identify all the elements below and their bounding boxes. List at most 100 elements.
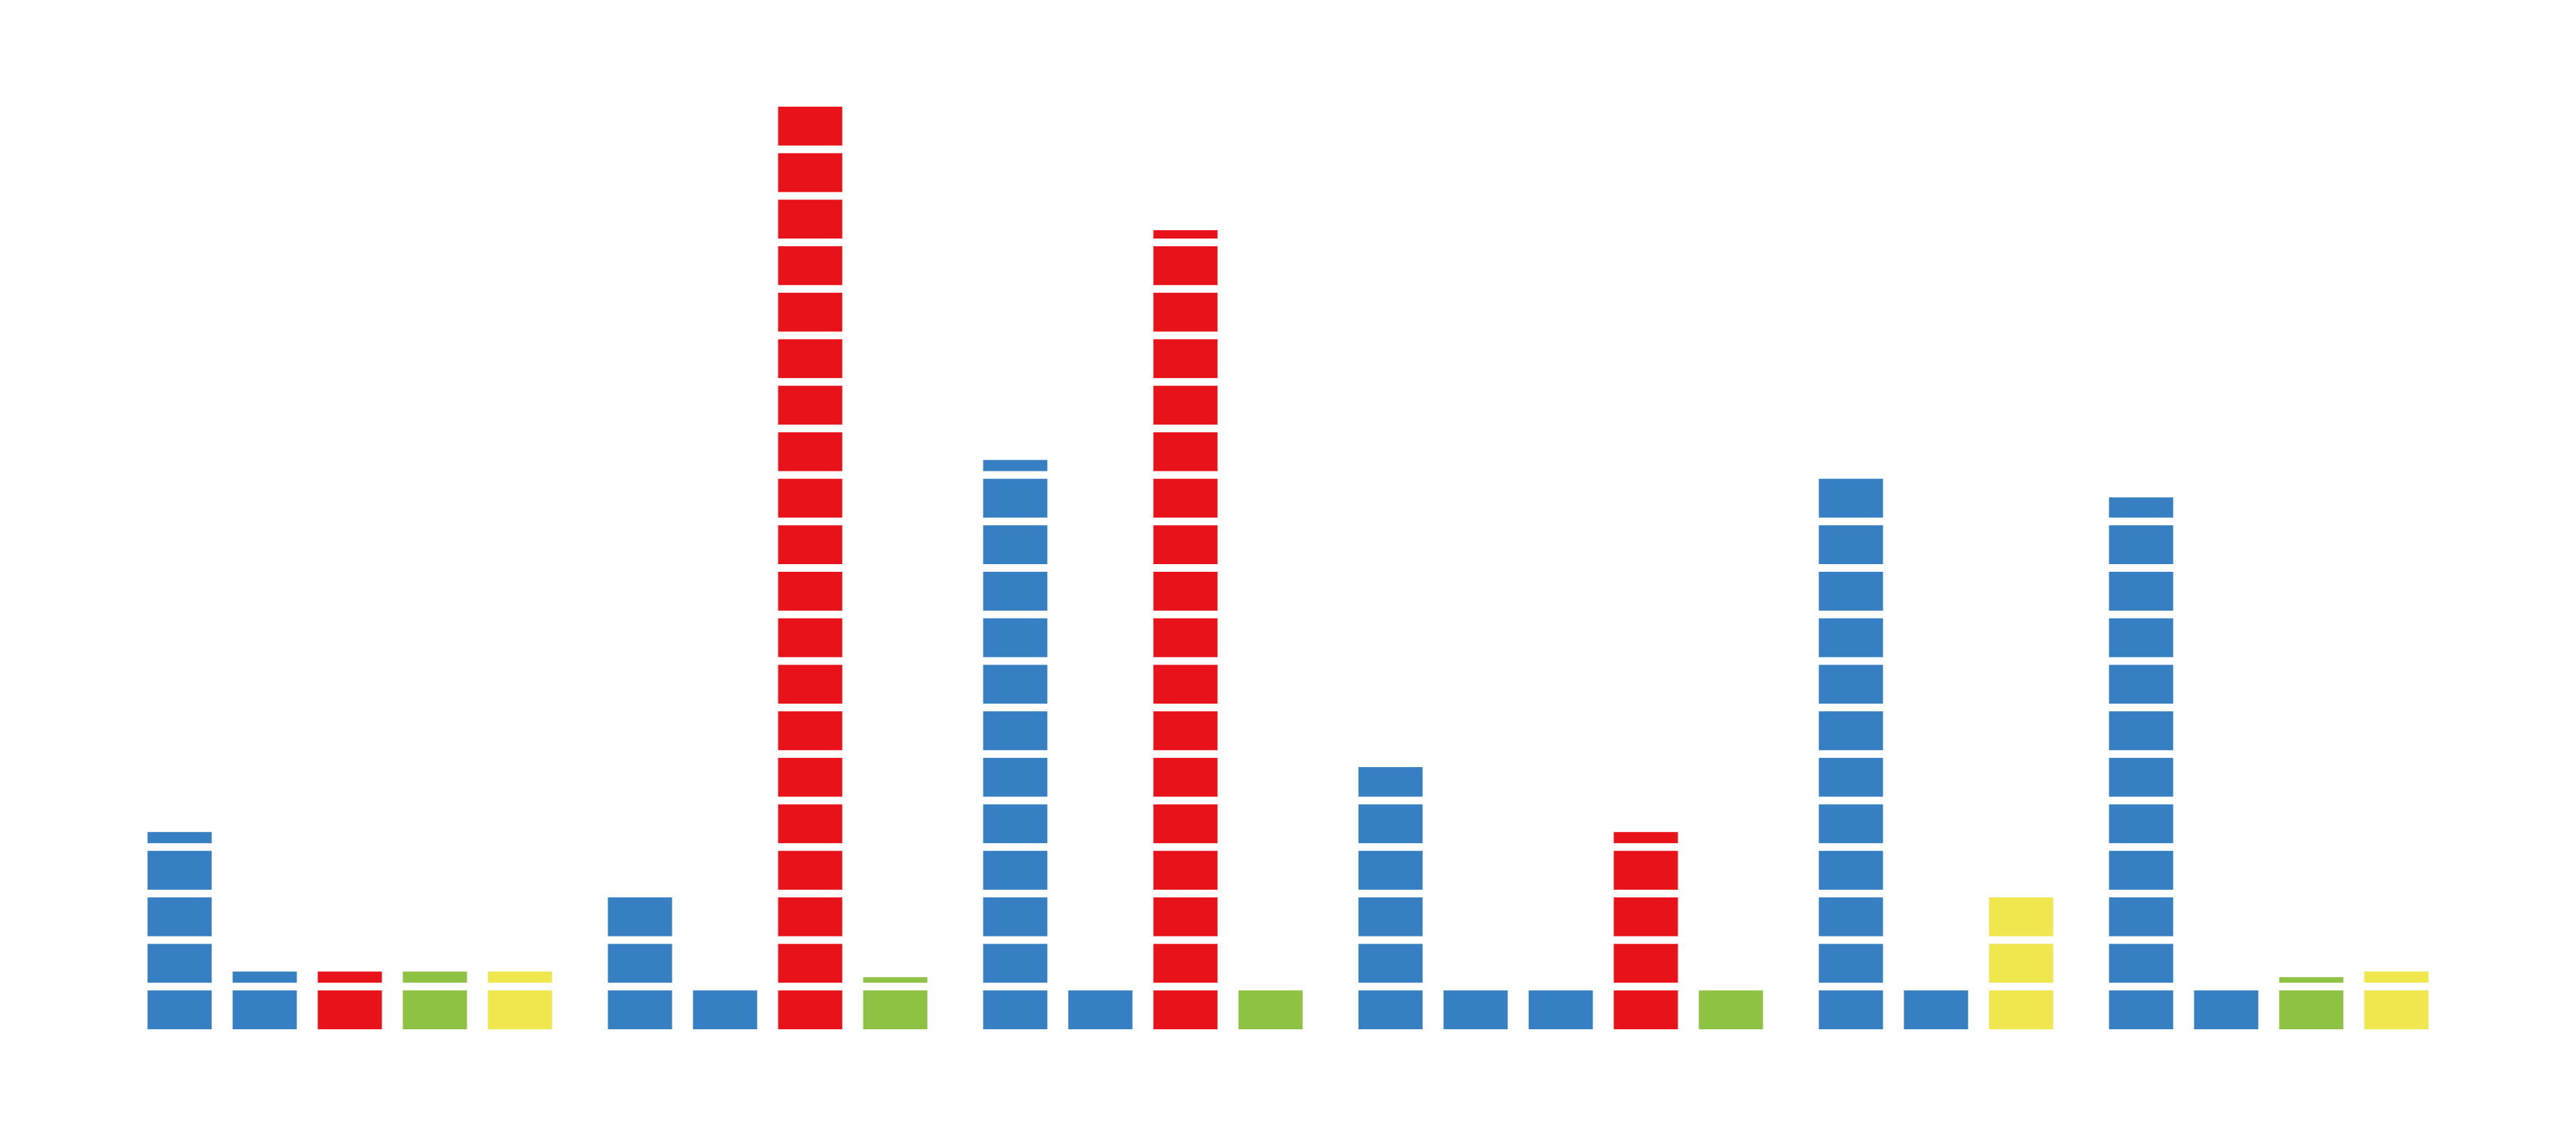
bar-block xyxy=(1989,897,2054,937)
bar-2-1 xyxy=(608,897,672,1029)
bar-block xyxy=(2109,572,2174,611)
bar-block xyxy=(778,386,843,425)
bar-1-1 xyxy=(147,832,212,1029)
bar-block xyxy=(1989,990,2054,1029)
bar-block xyxy=(1818,851,1883,890)
bar-block xyxy=(983,665,1048,704)
bar-1-5 xyxy=(488,971,552,1029)
bar-6-3 xyxy=(2279,977,2344,1029)
bar-block xyxy=(1153,292,1218,332)
bar-group-3 xyxy=(983,230,1303,1029)
bar-block-partial xyxy=(2279,977,2344,983)
bar-block xyxy=(863,990,928,1029)
bar-block xyxy=(778,665,843,704)
bar-block xyxy=(1153,525,1218,564)
bar-group-6 xyxy=(2109,497,2429,1029)
bar-block xyxy=(1818,478,1883,518)
bar-block xyxy=(1153,804,1218,844)
bar-block xyxy=(1238,990,1303,1029)
bar-block xyxy=(2109,711,2174,750)
bar-block xyxy=(778,711,843,750)
bar-block xyxy=(983,572,1048,611)
bar-block-partial xyxy=(147,832,212,844)
bar-block xyxy=(778,897,843,937)
bar-block xyxy=(1153,943,1218,983)
bar-block xyxy=(1153,851,1218,890)
bar-block xyxy=(2109,897,2174,937)
bar-block xyxy=(983,525,1048,564)
bar-block xyxy=(2109,851,2174,890)
bar-group-2 xyxy=(608,107,928,1029)
bar-block xyxy=(1358,897,1423,937)
bar-4-3 xyxy=(1528,990,1593,1029)
bar-block xyxy=(983,618,1048,658)
bar-block xyxy=(488,990,552,1029)
bar-block xyxy=(1358,943,1423,983)
bar-block xyxy=(1818,572,1883,611)
bar-4-4 xyxy=(1613,832,1678,1029)
bar-block xyxy=(2109,618,2174,658)
bar-group-1 xyxy=(147,832,552,1029)
bar-block xyxy=(983,804,1048,844)
bar-block xyxy=(1613,851,1678,890)
bar-block xyxy=(1358,990,1423,1029)
bar-block xyxy=(778,525,843,564)
bar-1-4 xyxy=(402,971,467,1029)
bar-block xyxy=(1818,804,1883,844)
bar-block-partial xyxy=(402,971,467,983)
bar-block xyxy=(778,572,843,611)
bar-block xyxy=(1818,990,1883,1029)
bar-block-partial xyxy=(317,971,382,983)
plot-area xyxy=(147,107,2429,1029)
bar-block xyxy=(1818,897,1883,937)
bar-block xyxy=(608,990,672,1029)
bar-block xyxy=(2109,525,2174,564)
bar-block-partial xyxy=(488,971,552,983)
bar-block xyxy=(983,851,1048,890)
bar-4-5 xyxy=(1698,990,1763,1029)
bar-block xyxy=(778,851,843,890)
bar-block xyxy=(1153,386,1218,425)
bar-5-3 xyxy=(1989,897,2054,1029)
bar-block xyxy=(778,478,843,518)
bar-block xyxy=(1153,897,1218,937)
bar-5-1 xyxy=(1818,478,1883,1029)
bar-block-partial xyxy=(232,971,297,983)
bar-block xyxy=(983,897,1048,937)
bar-3-3 xyxy=(1153,230,1218,1029)
bar-block xyxy=(2194,990,2259,1029)
bar-group-5 xyxy=(1818,478,2054,1029)
bar-block xyxy=(983,711,1048,750)
bar-block xyxy=(2109,990,2174,1029)
bar-block xyxy=(147,897,212,937)
bar-block xyxy=(1989,943,2054,983)
bar-block xyxy=(1443,990,1508,1029)
bar-4-2 xyxy=(1443,990,1508,1029)
bar-block xyxy=(608,943,672,983)
bar-block xyxy=(1153,990,1218,1029)
bar-group-4 xyxy=(1358,767,1763,1029)
bar-block xyxy=(1613,943,1678,983)
bar-block xyxy=(1153,711,1218,750)
bar-block-partial xyxy=(1358,767,1423,797)
bar-block xyxy=(778,246,843,285)
bar-block xyxy=(778,199,843,239)
bar-block xyxy=(402,990,467,1029)
bar-block xyxy=(778,432,843,471)
bar-block xyxy=(693,990,758,1029)
bar-block xyxy=(778,804,843,844)
bar-block xyxy=(983,478,1048,518)
bar-block xyxy=(1358,851,1423,890)
bar-3-1 xyxy=(983,460,1048,1029)
bar-1-3 xyxy=(317,971,382,1029)
bar-block xyxy=(1153,432,1218,471)
bar-block-partial xyxy=(2364,971,2429,983)
bar-block xyxy=(1068,990,1133,1029)
bar-block-partial xyxy=(983,460,1048,471)
bar-block xyxy=(778,618,843,658)
bar-block xyxy=(317,990,382,1029)
bar-block xyxy=(147,851,212,890)
bar-block xyxy=(778,107,843,146)
bar-block xyxy=(1904,990,1968,1029)
